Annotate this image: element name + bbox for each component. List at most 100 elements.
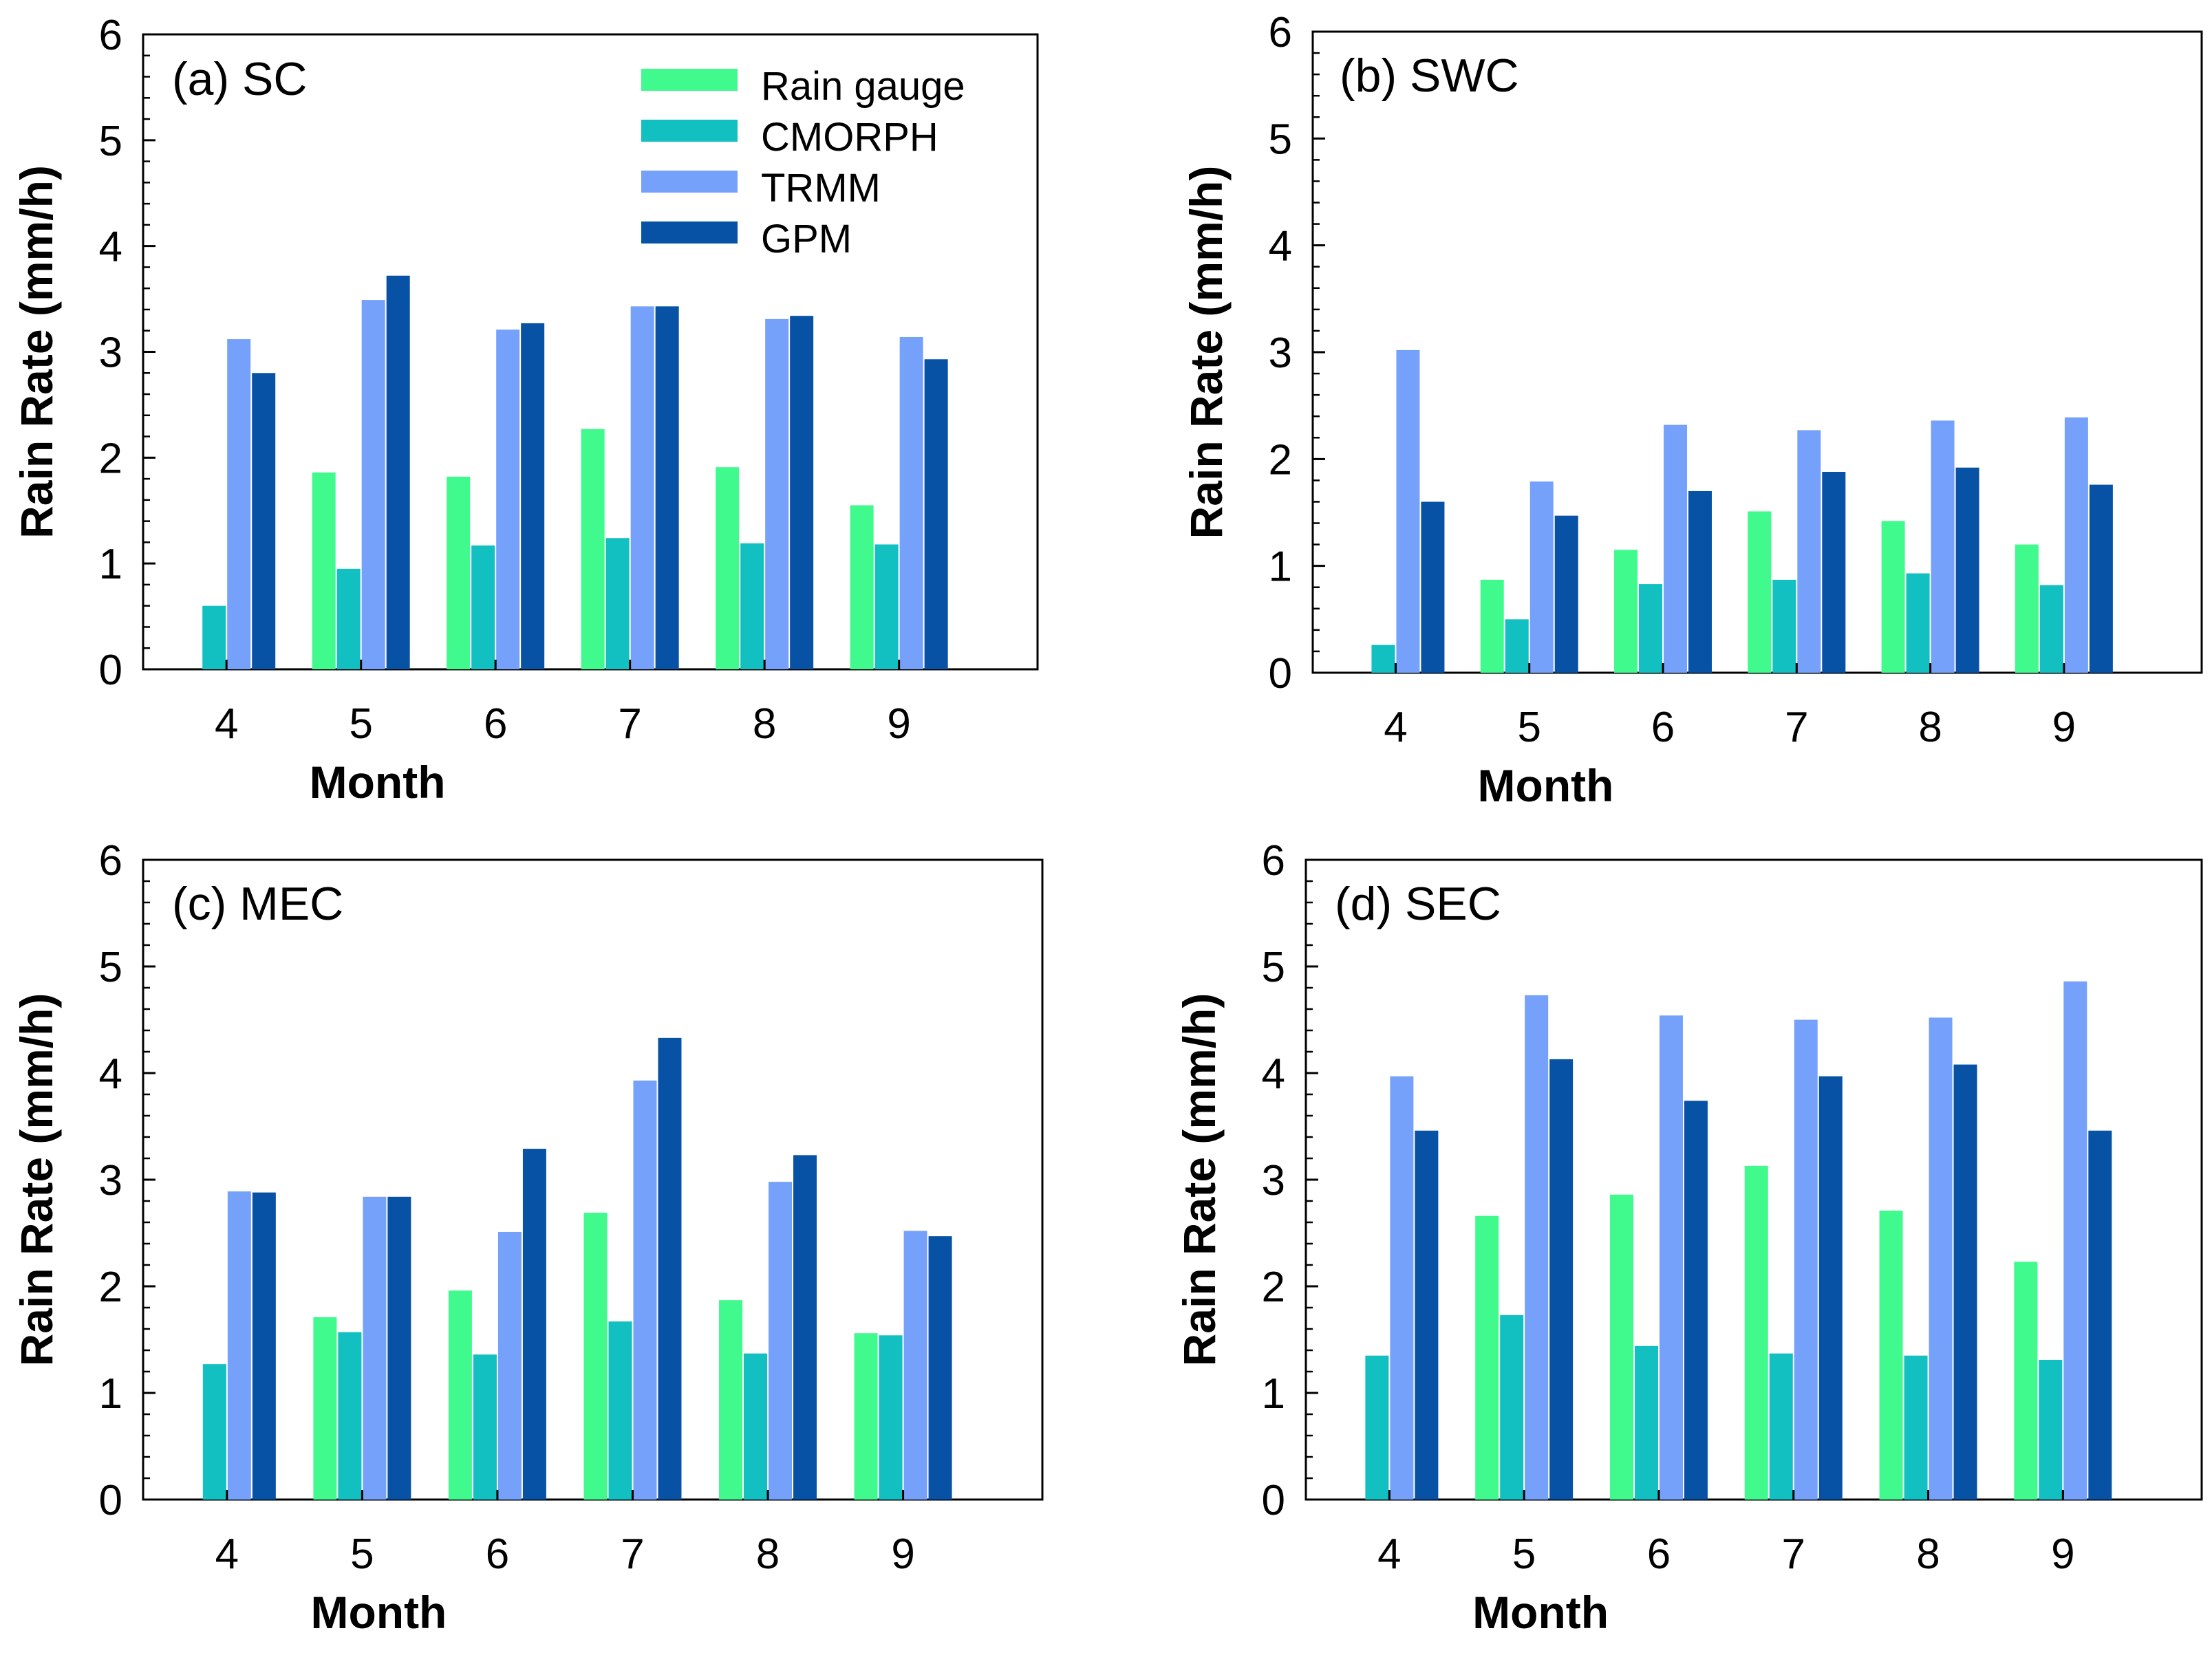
y-tick-label: 0 — [99, 647, 122, 694]
bar-rain-gauge-9 — [854, 1333, 878, 1500]
bar-trmm-9 — [2063, 981, 2087, 1500]
bar-trmm-8 — [1929, 1017, 1953, 1500]
x-tick-label: 5 — [350, 1530, 374, 1578]
bar-trmm-9 — [899, 336, 923, 669]
bar-trmm-9 — [903, 1231, 927, 1500]
legend-label: TRMM — [761, 166, 881, 210]
bar-cmorph-6 — [471, 545, 495, 669]
bar-cmorph-7 — [1769, 1353, 1793, 1500]
bar-gpm-7 — [658, 1037, 682, 1500]
x-axis-title: Month — [310, 757, 446, 808]
bar-trmm-5 — [1525, 995, 1549, 1500]
x-tick-label: 6 — [1651, 704, 1675, 751]
bar-trmm-8 — [769, 1182, 793, 1500]
y-tick-label: 4 — [99, 224, 122, 271]
bar-gpm-9 — [928, 1236, 952, 1500]
bar-cmorph-8 — [1906, 573, 1930, 673]
bar-trmm-4 — [1390, 1076, 1414, 1500]
chart-panel-4: 0 1 2 3 4 5 6 4 5 6 7 8 9 Month Rain Rate (mm/h) (d) SE… — [1174, 837, 2203, 1638]
bar-cmorph-5 — [1505, 619, 1529, 673]
chart-panel-2: 0 1 2 3 4 5 6 4 5 6 7 8 9 Month Rain Rate (mm/h) (b) SW… — [1181, 9, 2203, 811]
bar-gpm-4 — [1421, 501, 1445, 673]
bar-cmorph-7 — [1772, 579, 1796, 673]
y-tick-label: 4 — [1262, 1050, 1285, 1098]
bar-gpm-6 — [1688, 490, 1712, 673]
y-tick-label: 2 — [99, 1264, 122, 1311]
bar-rain-gauge-7 — [583, 1213, 608, 1500]
y-tick-label: 4 — [99, 1050, 122, 1098]
bar-rain-gauge-6 — [1609, 1194, 1633, 1500]
bar-cmorph-6 — [1634, 1345, 1658, 1500]
y-axis-title: Rain Rate (mm/h) — [11, 993, 62, 1367]
bar-gpm-7 — [655, 306, 679, 669]
y-tick-label: 0 — [99, 1477, 122, 1524]
y-tick-label: 3 — [1269, 329, 1292, 377]
bar-gpm-6 — [521, 323, 545, 669]
bar-trmm-8 — [1931, 420, 1955, 673]
panel-title: (d) SEC — [1335, 878, 1501, 930]
y-tick-label: 2 — [99, 435, 122, 482]
x-tick-label: 5 — [1512, 1530, 1536, 1578]
x-tick-label: 7 — [618, 700, 641, 748]
bar-trmm-5 — [363, 1196, 387, 1500]
x-tick-label: 6 — [1647, 1530, 1671, 1578]
y-tick-label: 1 — [1269, 543, 1292, 591]
bar-cmorph-9 — [2039, 585, 2063, 673]
bar-gpm-4 — [252, 1192, 276, 1500]
bar-gpm-6 — [522, 1149, 546, 1500]
y-tick-label: 0 — [1269, 650, 1292, 697]
bar-rain-gauge-7 — [581, 429, 605, 669]
bar-rain-gauge-8 — [1881, 521, 1905, 673]
bar-trmm-8 — [765, 318, 789, 669]
y-axis-title: Rain Rate (mm/h) — [11, 165, 62, 539]
bar-cmorph-8 — [1904, 1355, 1928, 1500]
bar-rain-gauge-5 — [1480, 579, 1504, 673]
x-tick-label: 6 — [484, 700, 507, 748]
legend-swatch-gpm — [641, 221, 738, 244]
y-tick-label: 4 — [1269, 223, 1292, 270]
bar-trmm-4 — [1396, 349, 1420, 673]
bar-gpm-8 — [1953, 1064, 1977, 1500]
bar-rain-gauge-6 — [1614, 550, 1638, 673]
bar-cmorph-6 — [1639, 584, 1663, 673]
bar-cmorph-8 — [744, 1353, 768, 1500]
bar-rain-gauge-6 — [447, 477, 471, 669]
x-axis-title: Month — [310, 1587, 447, 1638]
x-tick-label: 4 — [215, 700, 238, 748]
chart-panel-3: 0 1 2 3 4 5 6 4 5 6 7 8 9 Month Rain Rate (mm/h) (c) ME… — [11, 837, 1044, 1638]
bar-rain-gauge-5 — [313, 1317, 337, 1500]
y-tick-label: 2 — [1269, 436, 1292, 484]
bar-rain-gauge-9 — [2014, 1262, 2038, 1500]
bar-gpm-4 — [1415, 1130, 1439, 1500]
bar-trmm-6 — [1659, 1015, 1683, 1500]
bar-rain-gauge-5 — [1475, 1215, 1499, 1500]
bar-cmorph-4 — [1371, 645, 1395, 673]
bar-gpm-7 — [1818, 1076, 1843, 1500]
bar-gpm-5 — [386, 275, 410, 669]
panel-title: (b) SWC — [1340, 50, 1519, 102]
legend-label: Rain gauge — [761, 64, 965, 109]
bar-cmorph-6 — [473, 1354, 497, 1500]
y-tick-label: 1 — [1262, 1370, 1285, 1418]
bar-cmorph-9 — [2039, 1359, 2063, 1500]
bar-rain-gauge-9 — [2015, 544, 2039, 673]
bar-rain-gauge-7 — [1744, 1165, 1768, 1500]
bar-cmorph-4 — [202, 1364, 226, 1500]
bar-gpm-8 — [790, 316, 814, 669]
bar-gpm-5 — [387, 1196, 411, 1500]
y-tick-label: 5 — [1269, 116, 1292, 163]
bar-trmm-5 — [1529, 481, 1554, 673]
bar-cmorph-7 — [608, 1321, 632, 1500]
legend-swatch-trmm — [641, 171, 738, 193]
bar-cmorph-9 — [874, 544, 899, 669]
bar-trmm-7 — [630, 306, 654, 669]
bar-rain-gauge-6 — [448, 1290, 472, 1500]
bar-gpm-5 — [1554, 515, 1578, 673]
bar-gpm-9 — [2089, 484, 2113, 673]
x-tick-label: 9 — [2051, 1530, 2074, 1578]
y-tick-label: 3 — [1262, 1157, 1285, 1204]
y-axis-title: Rain Rate (mm/h) — [1181, 166, 1232, 539]
y-tick-label: 3 — [99, 1157, 122, 1204]
y-tick-label: 3 — [99, 329, 122, 377]
